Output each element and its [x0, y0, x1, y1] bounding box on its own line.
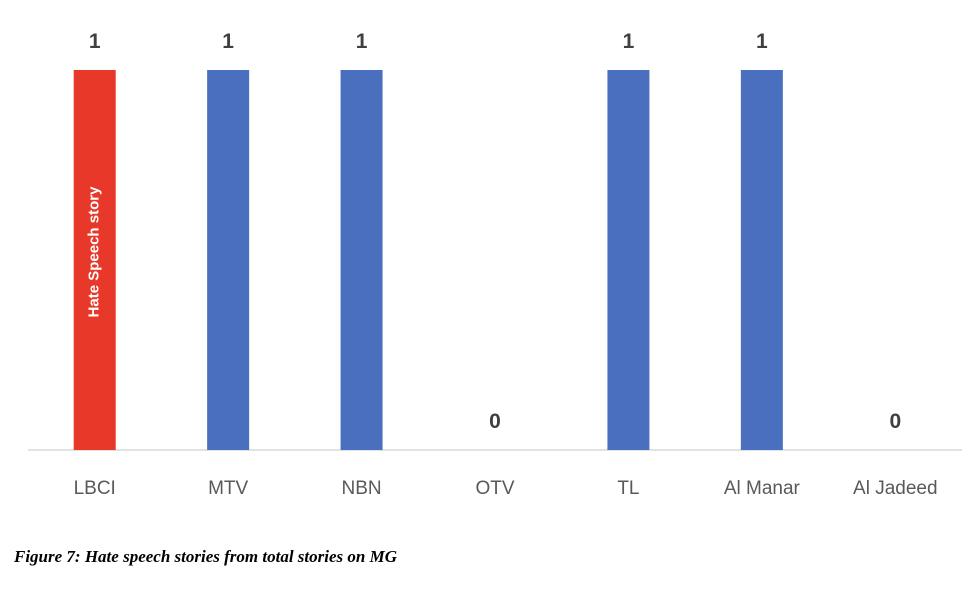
data-label: 1 [89, 30, 101, 53]
category-label: Al Jadeed [853, 478, 938, 499]
bar-tl [607, 70, 650, 450]
category-label: TL [617, 478, 639, 499]
data-label: 1 [756, 30, 768, 53]
bar-nbn [340, 70, 383, 450]
bar-lbci [73, 70, 116, 450]
category-label: MTV [208, 478, 248, 499]
category-label: LBCI [74, 478, 116, 499]
category-label: NBN [342, 478, 382, 499]
in-bar-label: Hate Speech story [86, 186, 103, 318]
data-label: 0 [489, 410, 501, 433]
data-label: 1 [222, 30, 234, 53]
category-label: Al Manar [724, 478, 801, 499]
figure-caption: Figure 7: Hate speech stories from total… [14, 547, 397, 566]
category-label: OTV [475, 478, 514, 499]
bar-chart: 1 LBCI Hate Speech story 1 MTV 1 NBN 0 OTV 1 TL 1 Al… [28, 30, 962, 499]
data-label: 1 [623, 30, 635, 53]
bar-al-manar [740, 70, 783, 450]
chart-canvas: 1 LBCI Hate Speech story 1 MTV 1 NBN 0 OTV 1 TL 1 Al… [28, 30, 962, 499]
bar-mtv [207, 70, 250, 450]
data-label: 1 [356, 30, 368, 53]
data-label: 0 [889, 410, 901, 433]
